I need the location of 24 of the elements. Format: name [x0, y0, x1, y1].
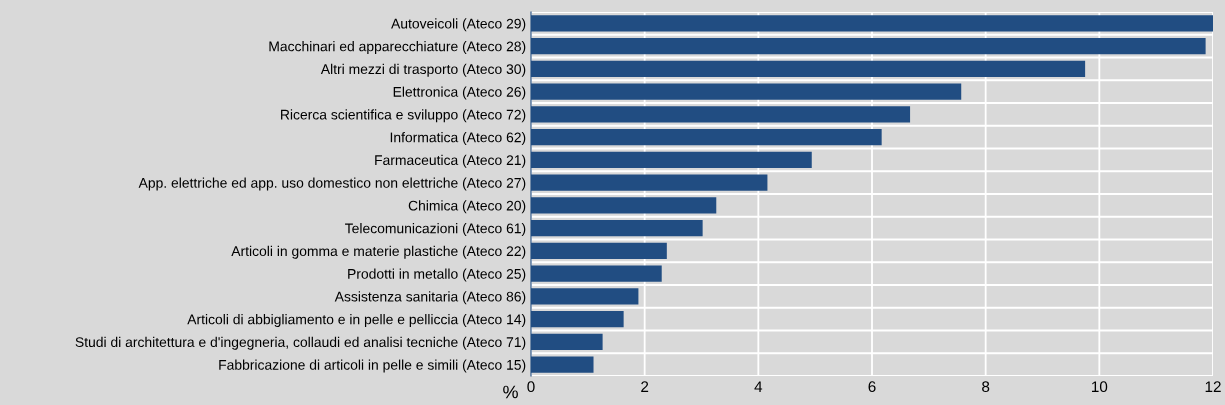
y-tick-label: App. elettriche ed app. uso domestico non elettriche (Ateco 27)	[138, 177, 526, 191]
y-tick-label: Ricerca scientifica e sviluppo (Ateco 72)	[281, 109, 526, 123]
y-tick-label: Macchinari ed apparecchiature (Ateco 28)	[269, 41, 526, 55]
y-tick-label: Telecomunicazioni (Ateco 61)	[345, 223, 526, 237]
y-tick-label: Articoli in gomma e materie plastiche (Ateco 22)	[231, 245, 526, 259]
y-tick-label: Articoli di abbigliamento e in pelle e pelliccia (Ateco 14)	[187, 314, 526, 328]
x-tick-label: 0	[527, 381, 535, 393]
x-tick-label: 8	[982, 381, 990, 393]
y-tick-label: Assistenza sanitaria (Ateco 86)	[334, 291, 526, 305]
y-tick-label: Elettronica (Ateco 26)	[393, 86, 526, 100]
y-tick-label: Autoveicoli (Ateco 29)	[391, 18, 526, 32]
y-tick-label: Farmaceutica (Ateco 21)	[375, 154, 526, 168]
y-tick-label: Altri mezzi di trasporto (Ateco 30)	[320, 63, 526, 77]
x-tick-label: 2	[641, 381, 649, 392]
y-tick-label: Prodotti in metallo (Ateco 25)	[348, 268, 526, 282]
y-tick-label: Fabbricazione di articoli in pelle e simili (Ateco 15)	[219, 359, 526, 373]
x-tick-label: 6	[868, 381, 876, 393]
x-tick-label: 10	[1092, 381, 1108, 393]
x-tick-label: 4	[754, 381, 763, 392]
x-axis-title: %	[503, 385, 518, 399]
y-tick-label: Chimica (Ateco 20)	[408, 200, 526, 214]
y-tick-label: Studi di architettura e d'ingegneria, collaudi ed analisi tecniche (Ateco 71)	[75, 336, 526, 350]
y-tick-label: Informatica (Ateco 62)	[390, 132, 526, 146]
x-tick-label: 12	[1205, 381, 1221, 392]
